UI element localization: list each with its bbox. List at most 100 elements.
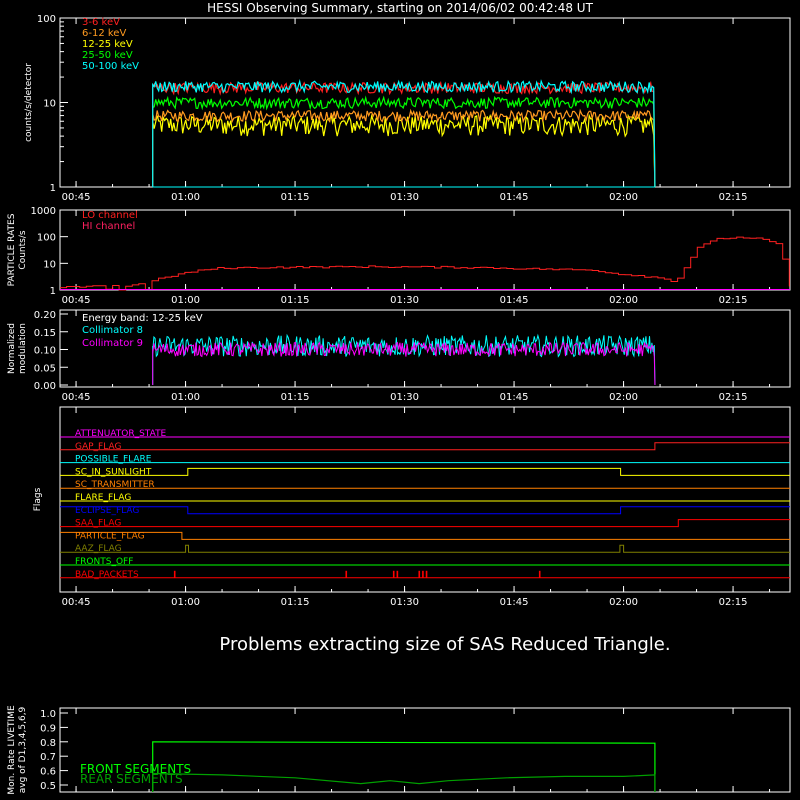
series-line-FRONT-SEGMENTS [152,741,656,793]
series-line-25-50-keV [152,95,656,188]
panel-particle-rates: 1 10 100 1000 PARTICLE RATES Counts/s 00:45 01:… [7,206,791,306]
y-tick-label: 1 [50,286,56,297]
x-tick-label: 00:45 [62,192,91,203]
legend-entry: Collimator 9 [82,338,143,349]
legend-entry: REAR SEGMENTS [80,772,183,786]
flag-label: FRONTS_OFF [75,557,133,567]
x-tick-label: 02:00 [609,597,638,608]
legend-entry: FRONT SEGMENTS [80,762,191,776]
flag-label: AAZ_FLAG [75,544,122,554]
flag-spike [425,570,428,578]
x-tick-label: 01:15 [281,597,310,608]
y-axis-label: modulation [18,323,28,374]
flag-spike [418,570,421,578]
y-tick-label: 0.15 [34,328,56,339]
flag-label: SC_TRANSMITTER [75,480,155,490]
panel-modulation: 0.00 0.05 0.10 0.15 0.20 Normalized modulation… [7,309,791,403]
flag-spike [345,570,348,578]
flag-spike [392,570,395,578]
plot-frame [59,406,791,593]
flag-label: SAA_FLAG [75,519,121,529]
y-axis-label: counts/s/detector [24,63,34,142]
flag-label: FLARE_FLAG [75,493,131,503]
flag-line [60,519,790,528]
legend-entry: LO channel [82,210,138,221]
x-tick-label: 01:00 [171,295,200,306]
flag-label: PARTICLE_FLAG [75,531,145,541]
flag-spike [538,570,541,578]
flag-line [60,544,790,553]
series-line-3-6-keV [152,80,656,188]
flag-spike [422,570,424,578]
flag-label: BAD_PACKETS [75,570,139,580]
y-tick-label: 1000 [31,206,56,217]
legend-entry: 50-100 keV [82,61,139,72]
x-tick-label: 02:00 [609,392,638,403]
y-tick-label: 0.6 [40,767,56,778]
y-tick-label: 0.10 [34,346,56,357]
flag-label: ATTENUATOR_STATE [75,429,167,439]
y-tick-label: 0.8 [40,738,56,749]
y-axis-label: Counts/s [18,230,28,269]
x-tick-label: 01:00 [171,392,200,403]
status-message: Problems extracting size of SAS Reduced … [219,634,670,655]
plot-frame [59,309,791,388]
annotation: Energy band: 12-25 keV [82,313,203,324]
y-tick-label: 0.20 [34,310,56,321]
flag-line [60,531,790,540]
x-tick-label: 01:45 [500,597,529,608]
legend-entry: Collimator 8 [82,325,143,336]
legend-entry: 3-6 keV [82,17,120,28]
y-tick-label: 10 [43,99,56,110]
plot-frame [59,707,791,793]
y-axis-label: avg of D1,3,4,5,6,9 [18,706,28,793]
x-tick-label: 02:15 [719,295,748,306]
series-line-6-12-keV [152,108,656,188]
x-tick-label: 01:15 [281,295,310,306]
flag-label: ECLIPSE_FLAG [75,506,139,516]
flag-label: GAP_FLAG [75,442,121,452]
panel-count-rates: 1 10 100 counts/s/detector 00:45 01:00 01:15 01… [24,14,791,203]
series-line-LO-channel [60,236,790,291]
flag-label: SC_IN_SUNLIGHT [75,467,152,477]
x-tick-label: 01:45 [500,392,529,403]
y-tick-label: 0.5 [40,781,56,792]
x-tick-label: 01:30 [390,192,419,203]
legend-entry: 6-12 keV [82,28,126,39]
y-tick-label: 100 [37,14,56,25]
legend-entry: HI channel [82,221,135,232]
x-tick-label: 00:45 [62,392,91,403]
x-tick-label: 02:00 [609,192,638,203]
y-tick-label: 0.9 [40,723,56,734]
x-tick-label: 02:15 [719,392,748,403]
x-tick-label: 00:45 [62,597,91,608]
x-tick-label: 01:45 [500,295,529,306]
figure-title: HESSI Observing Summary, starting on 201… [207,1,593,15]
x-tick-label: 01:30 [390,295,419,306]
panel-flags: Flags 00:45 01:00 01:15 01:30 01:45 02:00 02:15… [33,406,791,608]
y-tick-label: 100 [37,233,56,244]
x-tick-label: 01:30 [390,392,419,403]
y-tick-label: 0.00 [34,381,56,392]
x-tick-label: 01:00 [171,597,200,608]
y-axis-label: Flags [33,487,43,511]
series-line-12-25-keV [152,113,656,188]
y-tick-label: 0.05 [34,363,56,374]
series-line-Collimator-8 [152,333,656,386]
y-axis-label: Mon. Rate LIVETIME [7,705,17,795]
y-tick-label: 1.0 [40,709,56,720]
flag-line [60,506,790,515]
flag-line [60,467,790,476]
x-tick-label: 01:00 [171,192,200,203]
x-tick-label: 02:15 [719,192,748,203]
y-axis-label: Normalized [7,323,17,374]
panel-livetime: 0.5 0.6 0.7 0.8 0.9 1.0 Mon. Rate LIVETIME avg … [7,705,791,795]
flag-line [60,442,790,451]
x-tick-label: 01:15 [281,192,310,203]
flag-label: POSSIBLE_FLARE [75,455,152,465]
legend-entry: 25-50 keV [82,50,133,61]
flag-spike [396,570,399,578]
series-line-50-100-keV [152,79,656,188]
x-tick-label: 01:15 [281,392,310,403]
